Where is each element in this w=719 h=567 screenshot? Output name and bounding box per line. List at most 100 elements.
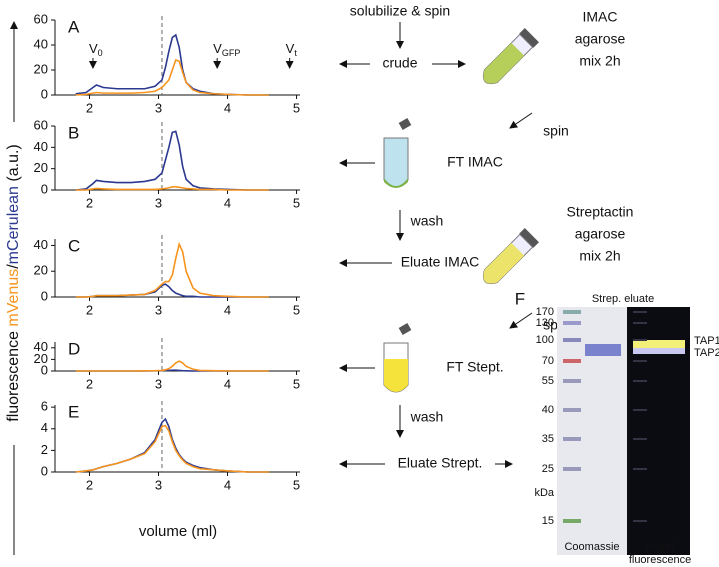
step-label: solubilize & spin — [350, 3, 450, 19]
ladder-band — [633, 360, 647, 362]
panel-letter: A — [68, 17, 80, 36]
annotation-sub: t — [294, 48, 297, 58]
ladder-band — [563, 310, 581, 314]
x-tick-label: 4 — [224, 302, 231, 317]
y-tick-label: 0 — [41, 463, 48, 478]
tube — [482, 28, 539, 85]
ladder-band — [563, 321, 581, 325]
tube — [482, 228, 539, 285]
ladder-band — [633, 438, 647, 440]
series-line — [75, 424, 269, 473]
ladder-band — [563, 519, 581, 523]
marker-label: 40 — [542, 404, 554, 416]
x-tick-label: 3 — [155, 477, 162, 492]
y-label-part: fluorescence — [5, 327, 22, 422]
x-tick-label: 3 — [155, 195, 162, 210]
y-tick-label: 0 — [41, 181, 48, 196]
step-label: IMAC — [583, 9, 618, 25]
x-axis-label: volume (ml) — [139, 523, 217, 540]
y-axis-label: fluorescence mVenus/mCerulean (a.u.) — [5, 144, 22, 422]
ladder-band — [563, 359, 581, 363]
panel-letter: C — [68, 236, 80, 255]
series-line — [75, 417, 269, 473]
ladder-band — [633, 409, 647, 411]
x-tick-label: 2 — [86, 302, 93, 317]
step-label: wash — [410, 213, 444, 229]
step-label: crude — [382, 55, 417, 71]
step-label: agarose — [575, 226, 626, 242]
x-tick-label: 4 — [224, 477, 231, 492]
y-tick-label: 6 — [41, 399, 48, 414]
x-tick-label: 5 — [293, 100, 300, 115]
marker-label: 100 — [536, 334, 554, 346]
x-tick-label: 4 — [224, 100, 231, 115]
y-tick-label: 60 — [34, 11, 48, 26]
step-label: wash — [410, 409, 444, 425]
step-label: mix 2h — [579, 248, 620, 264]
series-line — [75, 186, 269, 191]
diagram: solubilize & spin crude IMAC agarose mix… — [339, 3, 633, 471]
lane-label: fluorescence — [629, 554, 691, 566]
ladder-band — [633, 380, 647, 382]
step-label: FT IMAC — [447, 154, 503, 170]
y-tick-label: 40 — [34, 139, 48, 154]
ladder-band — [633, 520, 647, 522]
panel-letter: F — [515, 289, 525, 308]
marker-label: 170 — [536, 306, 554, 318]
marker-label: 35 — [542, 433, 554, 445]
annotation-text: V — [89, 41, 98, 56]
x-tick-label: 2 — [86, 195, 93, 210]
x-tick-label: 4 — [224, 195, 231, 210]
y-tick-label: 0 — [41, 86, 48, 101]
marker-label: 130 — [536, 317, 554, 329]
y-tick-label: 2 — [41, 442, 48, 457]
ladder-band — [563, 379, 581, 383]
panel-letter: D — [68, 339, 80, 358]
step-label: spin — [543, 123, 569, 139]
y-label-part: / — [5, 264, 22, 269]
y-tick-label: 60 — [34, 117, 48, 132]
x-tick-label: 5 — [293, 302, 300, 317]
annotation: VGFP — [213, 41, 240, 58]
annotation-text: V — [213, 41, 222, 56]
series-line — [75, 241, 269, 298]
y-label-part: mVenus — [5, 269, 22, 327]
y-tick-label: 40 — [34, 36, 48, 51]
step-label: Eluate IMAC — [401, 254, 480, 270]
annotation: V0 — [89, 41, 103, 58]
y-tick-label: 40 — [34, 237, 48, 252]
step-label: agarose — [575, 31, 626, 47]
gel-unit: kDa — [534, 487, 554, 499]
x-tick-label: 2 — [86, 477, 93, 492]
x-tick-label: 3 — [155, 302, 162, 317]
y-tick-label: 20 — [34, 160, 48, 175]
arrow — [509, 312, 533, 329]
y-tick-label: 40 — [34, 339, 48, 354]
y-tick-label: 0 — [41, 288, 48, 303]
marker-label: 70 — [542, 355, 554, 367]
tube — [383, 323, 412, 393]
x-tick-label: 3 — [155, 376, 162, 391]
band — [633, 340, 685, 348]
lane-label: Coomassie — [564, 541, 619, 553]
band-label: TAP1 — [694, 335, 719, 347]
ladder-band — [563, 467, 581, 471]
y-tick-label: 20 — [34, 61, 48, 76]
panel-letter: B — [68, 123, 79, 142]
ladder-band — [563, 408, 581, 412]
x-tick-label: 4 — [224, 376, 231, 391]
gel: F Strep. eluate kDa TAP1 TAP2 Coomassie … — [515, 289, 719, 565]
tube — [383, 118, 412, 188]
ladder-band — [633, 311, 647, 313]
x-tick-label: 2 — [86, 376, 93, 391]
panel-letter: E — [68, 402, 79, 421]
band — [633, 348, 685, 354]
annotation: Vt — [286, 41, 298, 58]
marker-label: 25 — [542, 463, 554, 475]
annotation-sub: GFP — [222, 48, 241, 58]
series-line — [75, 58, 269, 96]
x-tick-label: 3 — [155, 100, 162, 115]
y-tick-label: 20 — [34, 351, 48, 366]
band-label: TAP2 — [694, 347, 719, 359]
